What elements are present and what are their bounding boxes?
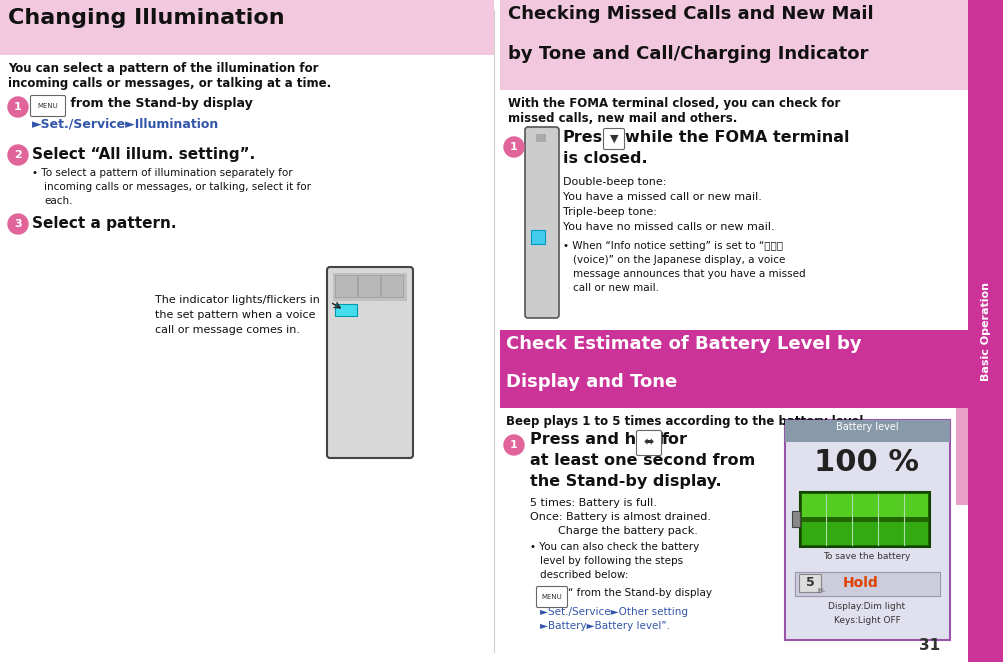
Bar	[0, 0, 493, 55]
Bar	[335, 304, 357, 316]
FancyBboxPatch shape	[536, 587, 567, 608]
Text: Display and Tone: Display and Tone	[506, 373, 677, 391]
FancyBboxPatch shape	[327, 267, 412, 458]
Text: is closed.: is closed.	[563, 151, 647, 166]
Text: Press: Press	[563, 130, 612, 145]
FancyBboxPatch shape	[30, 95, 65, 117]
Text: Check Estimate of Battery Level by: Check Estimate of Battery Level by	[506, 335, 861, 353]
Text: call or new mail.: call or new mail.	[573, 283, 658, 293]
Text: JKL: JKL	[816, 588, 824, 593]
Circle shape	[8, 97, 28, 117]
Text: Triple-beep tone:: Triple-beep tone:	[563, 207, 656, 217]
Text: each.: each.	[44, 196, 72, 206]
Text: MENU: MENU	[37, 103, 58, 109]
Text: “ from the Stand-by display: “ from the Stand-by display	[568, 588, 711, 598]
Text: • When “Info notice setting” is set to “ボイス: • When “Info notice setting” is set to “…	[563, 241, 782, 251]
Text: MENU: MENU	[541, 594, 562, 600]
FancyBboxPatch shape	[603, 128, 624, 150]
Text: ▼: ▼	[609, 134, 618, 144]
Text: incoming calls or messages, or talking, select it for: incoming calls or messages, or talking, …	[44, 182, 311, 192]
Text: ►Set./Service►Illumination: ►Set./Service►Illumination	[32, 117, 219, 130]
Text: 31: 31	[918, 638, 939, 653]
Text: You have no missed calls or new mail.: You have no missed calls or new mail.	[563, 222, 774, 232]
Bar	[335, 275, 357, 297]
Text: the set pattern when a voice: the set pattern when a voice	[154, 310, 315, 320]
Bar	[794, 572, 939, 596]
Text: incoming calls or messages, or talking at a time.: incoming calls or messages, or talking a…	[8, 77, 331, 90]
Text: message announces that you have a missed: message announces that you have a missed	[573, 269, 804, 279]
Text: You can select a pattern of the illumination for: You can select a pattern of the illumina…	[8, 62, 318, 75]
Bar	[499, 330, 967, 408]
Text: Checking Missed Calls and New Mail: Checking Missed Calls and New Mail	[508, 5, 873, 23]
Text: • You can also check the battery: • You can also check the battery	[530, 542, 698, 552]
Text: 2: 2	[14, 150, 22, 160]
Text: Keys:Light OFF: Keys:Light OFF	[832, 616, 900, 625]
Text: 1: 1	[14, 102, 22, 112]
Text: Press and hold: Press and hold	[530, 432, 663, 447]
Text: Display:Dim light: Display:Dim light	[827, 602, 905, 611]
Bar	[531, 230, 545, 244]
FancyBboxPatch shape	[798, 574, 820, 592]
Text: To save the battery: To save the battery	[822, 552, 910, 561]
Text: Hold: Hold	[843, 576, 878, 590]
Text: Select a pattern.: Select a pattern.	[32, 216, 177, 231]
Text: (voice)” on the Japanese display, a voice: (voice)” on the Japanese display, a voic…	[573, 255, 784, 265]
FancyBboxPatch shape	[636, 430, 661, 455]
Bar	[801, 494, 927, 517]
Text: Select “All illum. setting”.: Select “All illum. setting”.	[32, 147, 255, 162]
Circle shape	[504, 137, 524, 157]
Text: described below:: described below:	[540, 570, 628, 580]
Text: missed calls, new mail and others.: missed calls, new mail and others.	[508, 112, 736, 125]
Bar	[801, 522, 927, 545]
Text: 5: 5	[804, 577, 813, 589]
Text: 100 %: 100 %	[813, 448, 919, 477]
Text: Beep plays 1 to 5 times according to the battery level.: Beep plays 1 to 5 times according to the…	[506, 415, 868, 428]
FancyBboxPatch shape	[525, 127, 559, 318]
Bar	[536, 134, 546, 142]
Bar	[794, 572, 939, 596]
Text: from the Stand-by display: from the Stand-by display	[66, 97, 253, 110]
Text: 1: 1	[510, 142, 518, 152]
Circle shape	[504, 435, 524, 455]
Bar	[499, 0, 967, 90]
FancyBboxPatch shape	[784, 420, 949, 640]
Bar	[791, 511, 799, 527]
Text: for: for	[661, 432, 687, 447]
Text: Battery level: Battery level	[834, 422, 898, 432]
Text: Double-beep tone:: Double-beep tone:	[563, 177, 666, 187]
Bar	[784, 420, 949, 442]
Text: by Tone and Call/Charging Indicator: by Tone and Call/Charging Indicator	[508, 45, 868, 63]
Text: ►Set./Service►Other setting: ►Set./Service►Other setting	[540, 607, 687, 617]
Bar	[799, 492, 929, 547]
Text: 1: 1	[510, 440, 518, 450]
Text: 5 times: Battery is full.: 5 times: Battery is full.	[530, 498, 656, 508]
Text: level by following the steps: level by following the steps	[540, 556, 682, 566]
Text: at least one second from: at least one second from	[530, 453, 754, 468]
Text: while the FOMA terminal: while the FOMA terminal	[625, 130, 849, 145]
Text: • To select a pattern of illumination separately for: • To select a pattern of illumination se…	[32, 168, 292, 178]
Text: Once: Battery is almost drained.: Once: Battery is almost drained.	[530, 512, 710, 522]
Bar	[955, 330, 967, 505]
Bar	[333, 273, 406, 301]
Circle shape	[8, 145, 28, 165]
Text: The indicator lights/flickers in: The indicator lights/flickers in	[154, 295, 320, 305]
Text: the Stand-by display.: the Stand-by display.	[530, 474, 721, 489]
Text: Basic Operation: Basic Operation	[980, 281, 990, 381]
Bar	[330, 270, 409, 455]
Bar	[335, 304, 357, 316]
Text: ►Battery►Battery level”.: ►Battery►Battery level”.	[540, 621, 669, 631]
Text: Charge the battery pack.: Charge the battery pack.	[530, 526, 697, 536]
Text: ⬌: ⬌	[643, 436, 654, 449]
Text: 3: 3	[14, 219, 22, 229]
Text: call or message comes in.: call or message comes in.	[154, 325, 300, 335]
Bar	[967, 0, 1003, 662]
Circle shape	[8, 214, 28, 234]
Bar	[380, 275, 402, 297]
Text: Changing Illumination: Changing Illumination	[8, 8, 284, 28]
Text: You have a missed call or new mail.: You have a missed call or new mail.	[563, 192, 761, 202]
Bar	[358, 275, 379, 297]
Text: With the FOMA terminal closed, you can check for: With the FOMA terminal closed, you can c…	[508, 97, 840, 110]
